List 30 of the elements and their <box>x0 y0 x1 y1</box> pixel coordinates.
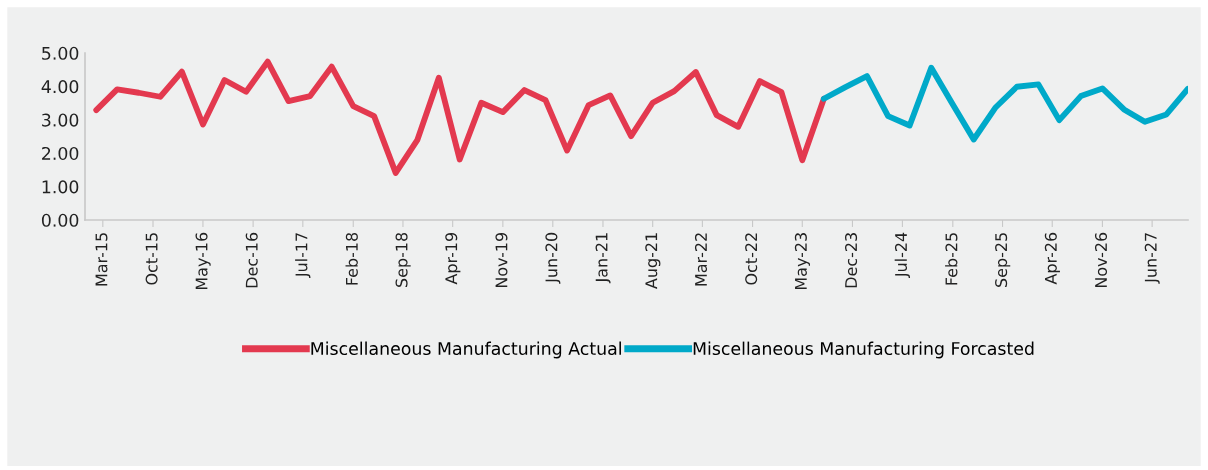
x-tick-label: Jul-24 <box>894 232 911 278</box>
y-tick-label: 5.00 <box>42 46 79 60</box>
x-tick-label: Jul-17 <box>295 233 311 278</box>
x-tick-label: Feb-18 <box>345 232 358 285</box>
x-tick-label: Sep-25 <box>995 233 1011 287</box>
x-tick-label: Sep-18 <box>395 232 411 287</box>
x-tick-label: Mar-15 <box>95 233 108 286</box>
x-tick-label: Dec-23 <box>845 233 858 288</box>
x-tick-label: Oct-15 <box>145 233 158 285</box>
x-tick-label: May-16 <box>195 232 211 290</box>
y-tick-label: 1.00 <box>42 180 79 194</box>
x-tick-label: Jun-20 <box>545 232 561 284</box>
x-tick-label: Mar-22 <box>694 233 708 286</box>
y-tick-label: 3.00 <box>42 113 79 127</box>
legend-label: Miscellaneous Manufacturing Forcasted <box>693 341 1034 359</box>
x-tick-label: Dec-16 <box>245 232 258 288</box>
x-tick-label: Nov-26 <box>1094 232 1108 288</box>
x-tick-label: Apr-19 <box>445 232 461 285</box>
x-tick-label: Oct-22 <box>745 233 758 285</box>
y-tick-label: 2.00 <box>42 146 79 161</box>
x-tick-label: Aug-21 <box>645 233 661 289</box>
x-tick-label: Nov-19 <box>495 232 508 288</box>
legend-label: Miscellaneous Manufacturing Actual <box>311 341 621 359</box>
y-tick-label: 4.00 <box>41 80 79 94</box>
x-tick-label: Apr-26 <box>1044 232 1060 285</box>
x-tick-label: Jun-27 <box>1144 233 1160 284</box>
x-tick-label: Jan-21 <box>595 233 611 284</box>
y-tick-label: 0.00 <box>41 213 79 227</box>
x-tick-label: Feb-25 <box>945 233 958 285</box>
x-tick-label: May-23 <box>794 233 811 290</box>
